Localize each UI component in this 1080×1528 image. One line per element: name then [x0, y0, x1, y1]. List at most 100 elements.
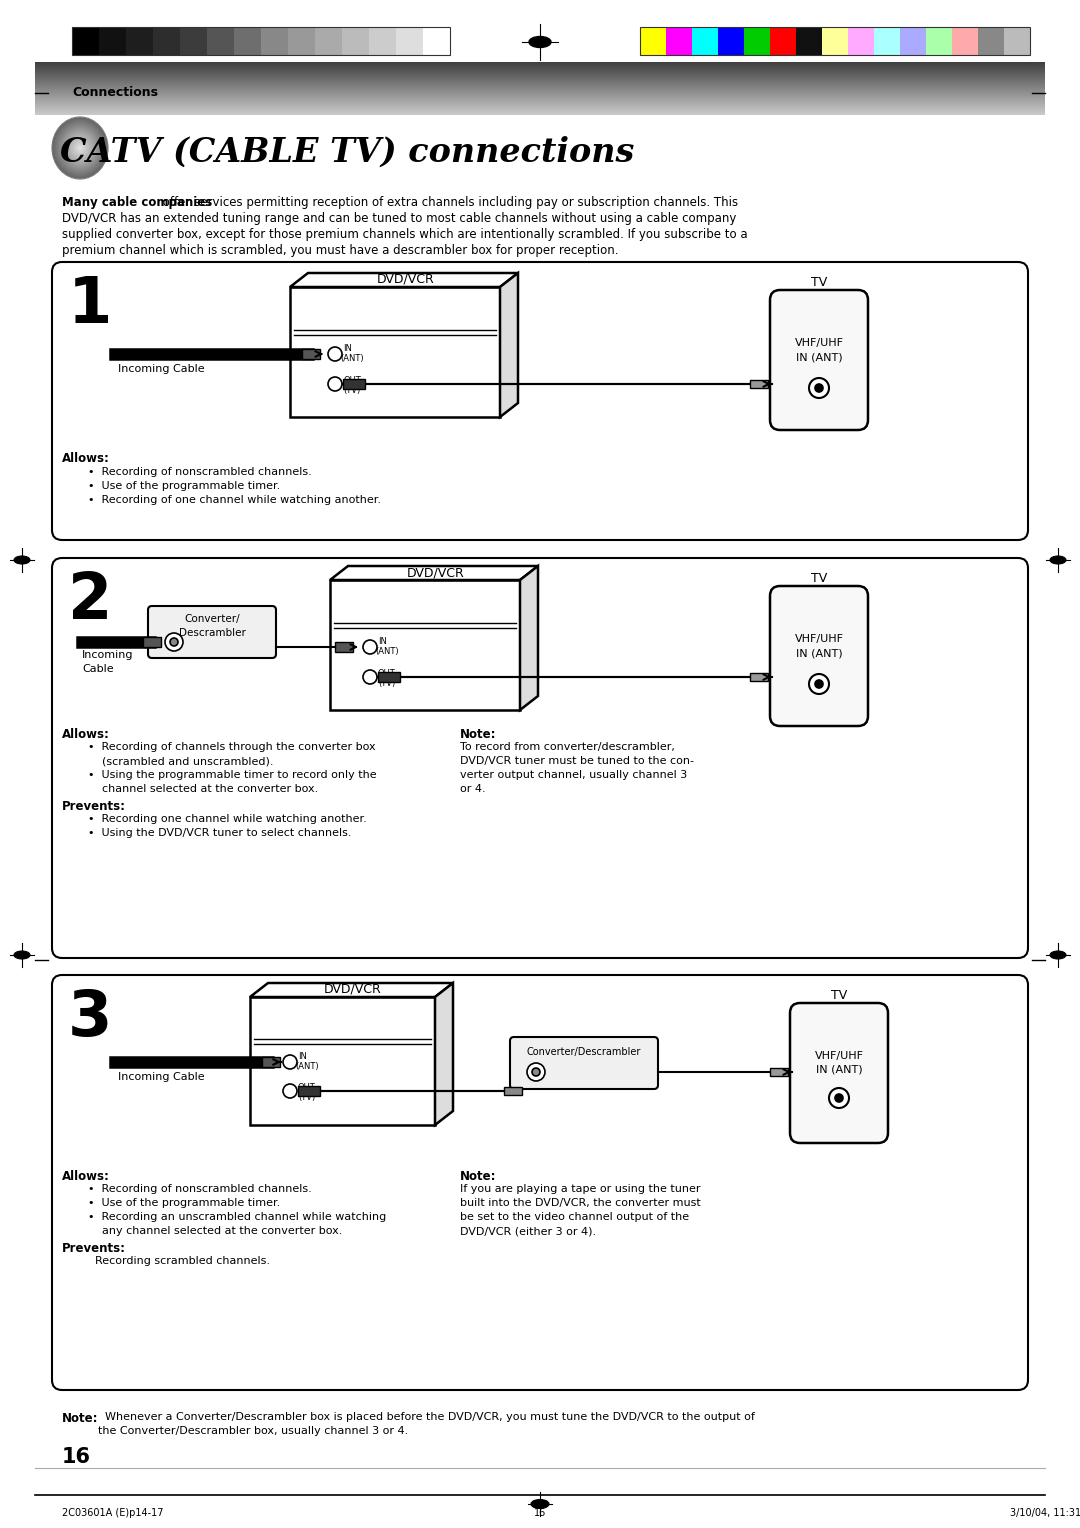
Ellipse shape [14, 556, 30, 564]
Bar [396, 28, 423, 55]
FancyBboxPatch shape [770, 290, 868, 429]
Text: any channel selected at the converter box.: any channel selected at the converter bo… [87, 1225, 342, 1236]
Text: IN (ANT): IN (ANT) [796, 351, 842, 362]
Text: Note:: Note: [460, 727, 497, 741]
Text: OUT: OUT [298, 1083, 315, 1093]
Bar [291, 287, 500, 417]
Ellipse shape [54, 119, 106, 177]
Text: verter output channel, usually channel 3: verter output channel, usually channel 3 [460, 770, 687, 779]
Text: (ANT): (ANT) [340, 354, 364, 364]
Text: DVD/VCR: DVD/VCR [324, 983, 381, 996]
Ellipse shape [59, 125, 102, 171]
Text: If you are playing a tape or using the tuner: If you are playing a tape or using the t… [460, 1184, 701, 1193]
Circle shape [283, 1083, 297, 1099]
Circle shape [527, 1063, 545, 1080]
Ellipse shape [75, 142, 86, 154]
Text: Converter/: Converter/ [185, 614, 240, 623]
Ellipse shape [72, 139, 87, 157]
Bar [288, 28, 315, 55]
Circle shape [829, 1088, 849, 1108]
Text: (ANT): (ANT) [375, 646, 399, 656]
Circle shape [815, 680, 823, 688]
Ellipse shape [57, 122, 103, 173]
Text: Allows:: Allows: [62, 452, 110, 465]
Text: supplied converter box, except for those premium channels which are intentionall: supplied converter box, except for those… [62, 228, 747, 241]
Bar [99, 28, 126, 55]
Ellipse shape [63, 130, 97, 167]
Text: channel selected at the converter box.: channel selected at the converter box. [87, 784, 319, 795]
Ellipse shape [67, 134, 93, 162]
FancyBboxPatch shape [52, 975, 1028, 1390]
Ellipse shape [62, 128, 98, 168]
Text: the Converter/Descrambler box, usually channel 3 or 4.: the Converter/Descrambler box, usually c… [98, 1426, 408, 1436]
Polygon shape [500, 274, 518, 417]
Bar [302, 348, 320, 359]
Text: DVD/VCR (either 3 or 4).: DVD/VCR (either 3 or 4). [460, 1225, 596, 1236]
FancyBboxPatch shape [770, 587, 868, 726]
Bar [926, 28, 951, 55]
Text: Cable: Cable [82, 665, 113, 674]
Bar [378, 672, 400, 681]
Bar [770, 1068, 788, 1076]
Bar [750, 380, 768, 388]
Ellipse shape [531, 1499, 549, 1508]
Ellipse shape [14, 950, 30, 960]
Text: •  Use of the programmable timer.: • Use of the programmable timer. [87, 1198, 280, 1209]
Bar [335, 642, 353, 652]
Bar [143, 637, 161, 646]
Bar [342, 28, 369, 55]
Ellipse shape [56, 122, 104, 174]
Bar [343, 379, 365, 390]
Bar [1004, 28, 1030, 55]
Text: (ANT): (ANT) [295, 1062, 319, 1071]
Text: •  Recording one channel while watching another.: • Recording one channel while watching a… [87, 814, 367, 824]
Bar [369, 28, 396, 55]
Bar [796, 28, 822, 55]
Text: Converter/Descrambler: Converter/Descrambler [527, 1047, 642, 1057]
Ellipse shape [75, 142, 85, 153]
Text: (TV): (TV) [298, 1093, 315, 1102]
Bar [666, 28, 692, 55]
Text: Descrambler: Descrambler [178, 628, 245, 639]
Text: Prevents:: Prevents: [62, 1242, 126, 1254]
Text: OUT: OUT [378, 669, 395, 678]
Circle shape [815, 384, 823, 393]
Bar [207, 28, 234, 55]
Text: Many cable companies: Many cable companies [62, 196, 213, 209]
Ellipse shape [52, 118, 108, 179]
Circle shape [165, 633, 183, 651]
Text: 2C03601A (E)p14-17: 2C03601A (E)p14-17 [62, 1508, 163, 1517]
Text: •  Recording of nonscrambled channels.: • Recording of nonscrambled channels. [87, 1184, 312, 1193]
Bar [72, 28, 99, 55]
Bar [770, 28, 796, 55]
Text: 16: 16 [534, 1508, 546, 1517]
Text: Incoming Cable: Incoming Cable [118, 364, 204, 374]
Text: built into the DVD/VCR, the converter must: built into the DVD/VCR, the converter mu… [460, 1198, 701, 1209]
Circle shape [283, 1054, 297, 1070]
Text: IN: IN [298, 1051, 307, 1060]
Text: Incoming: Incoming [82, 649, 134, 660]
Text: Recording scrambled channels.: Recording scrambled channels. [87, 1256, 270, 1267]
Text: IN (ANT): IN (ANT) [796, 648, 842, 659]
Text: Note:: Note: [460, 1170, 497, 1183]
Text: DVD/VCR: DVD/VCR [407, 565, 464, 579]
Bar [262, 1057, 280, 1067]
Text: OUT: OUT [343, 376, 361, 385]
Text: IN (ANT): IN (ANT) [815, 1065, 862, 1076]
Text: VHF/UHF: VHF/UHF [795, 634, 843, 643]
Text: 3/10/04, 11:31: 3/10/04, 11:31 [1010, 1508, 1080, 1517]
Text: To record from converter/descrambler,: To record from converter/descrambler, [460, 743, 675, 752]
Ellipse shape [76, 144, 84, 153]
FancyBboxPatch shape [52, 261, 1028, 539]
Text: 1: 1 [68, 274, 112, 336]
Bar [951, 28, 978, 55]
Circle shape [532, 1068, 540, 1076]
Circle shape [328, 377, 342, 391]
Text: •  Recording of channels through the converter box: • Recording of channels through the conv… [87, 743, 376, 752]
Text: or 4.: or 4. [460, 784, 486, 795]
FancyBboxPatch shape [52, 558, 1028, 958]
FancyBboxPatch shape [148, 607, 276, 659]
Ellipse shape [71, 138, 89, 157]
Circle shape [363, 669, 377, 685]
Ellipse shape [1050, 950, 1066, 960]
